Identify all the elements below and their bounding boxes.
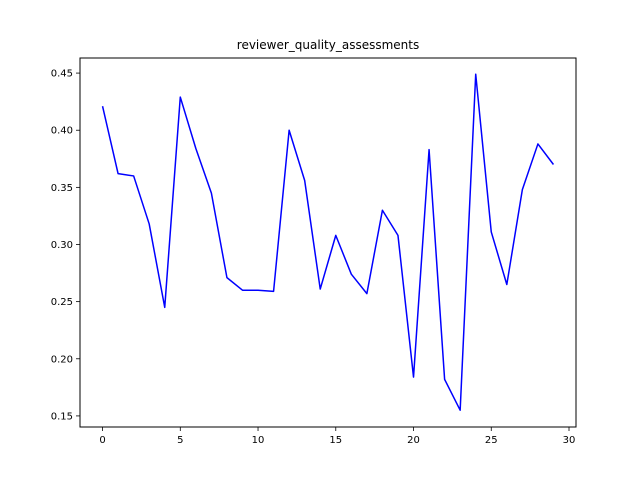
x-tick-label: 20 [407, 435, 420, 446]
chart-title: reviewer_quality_assessments [237, 38, 419, 52]
y-tick-label: 0.20 [51, 354, 73, 365]
series-line-0 [101, 73, 555, 411]
plot-area [101, 73, 555, 411]
y-tick-label: 0.30 [51, 240, 73, 251]
y-tick-label: 0.45 [51, 69, 73, 80]
y-tick-label: 0.25 [51, 297, 73, 308]
x-tick-label: 30 [563, 435, 576, 446]
x-tick-label: 10 [252, 435, 265, 446]
x-tick-label: 0 [99, 435, 105, 446]
axes-frame [79, 57, 577, 428]
x-tick-label: 5 [177, 435, 183, 446]
x-tick-label: 15 [329, 435, 342, 446]
y-tick-label: 0.15 [51, 411, 73, 422]
x-tick-label: 25 [485, 435, 498, 446]
y-axis: 0.15 0.20 0.25 0.30 0.35 0.40 0.45 [51, 69, 80, 422]
y-tick-label: 0.40 [51, 126, 73, 137]
y-tick-label: 0.35 [51, 183, 73, 194]
x-axis: 0 5 10 15 20 25 30 [99, 427, 575, 446]
